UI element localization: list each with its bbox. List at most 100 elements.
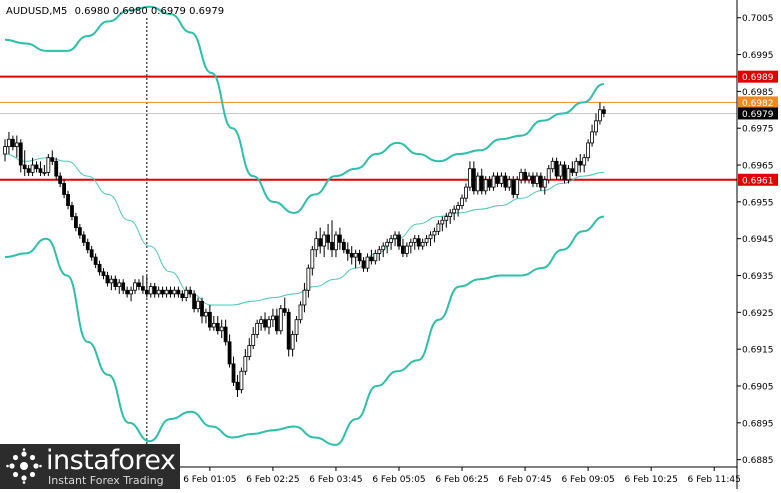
candle [243,349,248,375]
candle [519,168,524,184]
candle-body [345,249,350,254]
candle-body [121,282,126,291]
candle-body [468,168,472,188]
candle [444,212,449,228]
level-price-tag-marker [738,96,778,109]
candle [26,165,31,177]
price-axis: 0.7005 0.6995 0.6985 0.6975 0.6965 0.6955 0.69… [736,0,774,489]
price-tick-label: 0.6905 [742,382,774,392]
candle-body [215,322,220,332]
logo-wordmark: instaforex [46,445,176,476]
price-tick-label: 0.6915 [742,346,774,356]
candle [452,205,457,221]
candle [326,223,330,250]
candle-body [487,179,492,188]
candle-body [440,219,445,225]
candle [334,231,338,258]
candle-body [542,179,547,188]
candle [546,165,551,184]
candle [50,150,55,166]
price-tick-label: 0.6925 [742,309,774,319]
candle-body [558,164,563,177]
candle [460,194,464,210]
candle-body [590,131,594,144]
candle [306,264,311,298]
candle [172,286,177,298]
candle-body [251,334,256,346]
candle-body [267,319,271,328]
candle-body [81,234,86,243]
candle-body [594,120,598,133]
candle [251,327,256,350]
candle [184,286,189,302]
candle-body [318,238,323,247]
bollinger-lower-band [4,215,605,446]
candle-body [310,249,315,269]
candle [156,286,161,298]
candle-body [271,315,275,321]
candle [263,312,267,331]
candle-body [54,160,59,177]
candle-body [397,234,401,247]
candle [30,157,35,177]
candle-body [227,341,232,365]
candle [381,242,386,258]
candle [345,242,350,261]
candle [349,246,354,265]
candle [93,253,98,269]
candle-body [239,370,244,391]
candle [14,135,19,158]
candle-body [290,334,295,350]
candle-body [381,245,386,251]
candle [255,319,260,339]
candle [42,165,47,177]
price-tick-label: 0.6885 [742,456,774,466]
candle-body [77,227,82,236]
candle [168,286,173,298]
candle-body [349,253,354,258]
candle-body [172,289,177,295]
time-tick-label: 6 Feb 10:25 [624,475,677,485]
candle-body [420,241,425,247]
level-price-label-support: 0.6961 [742,176,774,186]
candle-body [259,319,264,324]
price-tick-label: 0.7005 [742,14,774,24]
candle [148,282,153,298]
candle-body [176,289,181,295]
candle [81,231,86,247]
candle-body [322,234,327,247]
logo-tagline: Instant Forex Trading [48,474,164,487]
candle [550,157,555,173]
candle [590,124,594,147]
candle-body [452,208,457,214]
candle-body [156,289,161,295]
candle-body [408,241,413,247]
candle-body [586,142,591,159]
price-levels: 0.6989 0.6982 0.6961 0.6979 [0,70,778,186]
candle-body [255,322,260,335]
candle-body [535,175,539,184]
candle [70,201,74,221]
candle [310,246,315,276]
candle-body [460,197,464,206]
candle-body [566,168,571,181]
candle-body [42,171,47,174]
candle-body [140,286,145,291]
candle-body [582,157,587,166]
candle-body [475,175,480,192]
candle [152,282,157,298]
candle [479,168,484,195]
candle [105,271,110,287]
candle [176,286,181,298]
candle [428,231,433,247]
candle-body [129,289,133,295]
candle [322,231,327,258]
candle-body [152,286,157,295]
candle-body [278,308,283,332]
candle-body [89,249,94,258]
candle [160,286,165,298]
candle-body [160,289,165,295]
candle-body [22,164,27,170]
candle [598,102,602,125]
